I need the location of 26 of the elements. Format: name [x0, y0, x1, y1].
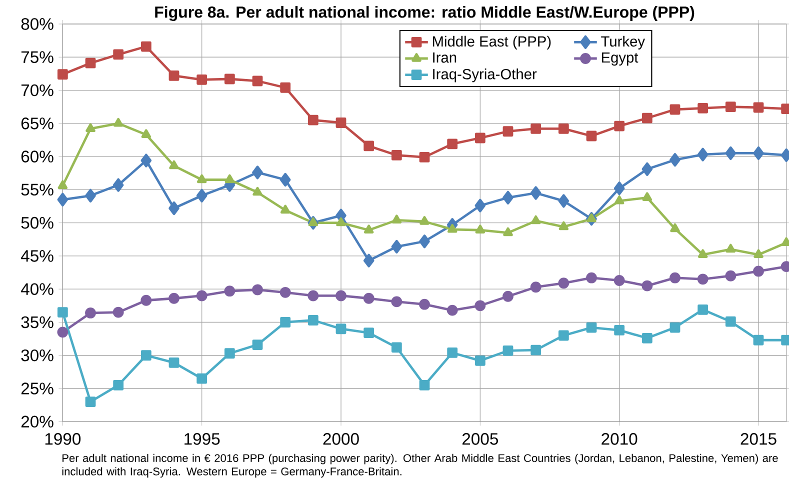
y-tick-label: 45% — [20, 250, 54, 262]
x-tick-label: 2015 — [740, 433, 776, 445]
x-tick-label: 1995 — [184, 433, 220, 445]
x-tick-label: 2000 — [323, 433, 359, 445]
legend-label: Egypt — [602, 52, 638, 66]
x-tick-label: 2005 — [462, 433, 498, 445]
legend-label: Turkey — [601, 36, 645, 50]
y-tick-label: 65% — [21, 118, 54, 130]
y-tick-label: 35% — [21, 316, 54, 328]
legend-label: Middle East (PPP) — [432, 36, 551, 50]
y-tick-label: 50% — [21, 216, 54, 229]
y-tick-label: 60% — [21, 150, 54, 162]
y-tick-label: 55% — [21, 184, 54, 196]
legend-label: Iran — [433, 52, 456, 63]
legend-label: Iraq-Syria-Other — [433, 68, 537, 82]
y-tick-label: 30% — [21, 349, 54, 362]
y-tick-label: 40% — [20, 283, 54, 296]
x-tick-label: 2010 — [602, 433, 638, 445]
x-tick-label: 1990 — [45, 433, 81, 445]
y-tick-label: 75% — [21, 51, 54, 64]
y-tick-label: 70% — [21, 84, 54, 96]
chart-title: Figure 8a. Per adult national income: ratio Middle East/W.Europe (PPP) — [155, 6, 694, 22]
y-tick-label: 80% — [21, 18, 54, 30]
text: Per adult national income in € 2016 PPP (purchasing power parity). Other Arab Middle East Countries (Jordan, Lebanon, Palestine, Yemen) are included with Iraq-Syria. Western Europe = Germany-France-Britain. — [62, 454, 778, 478]
y-tick-label: 20% — [21, 416, 54, 428]
y-tick-label: 25% — [21, 382, 54, 394]
